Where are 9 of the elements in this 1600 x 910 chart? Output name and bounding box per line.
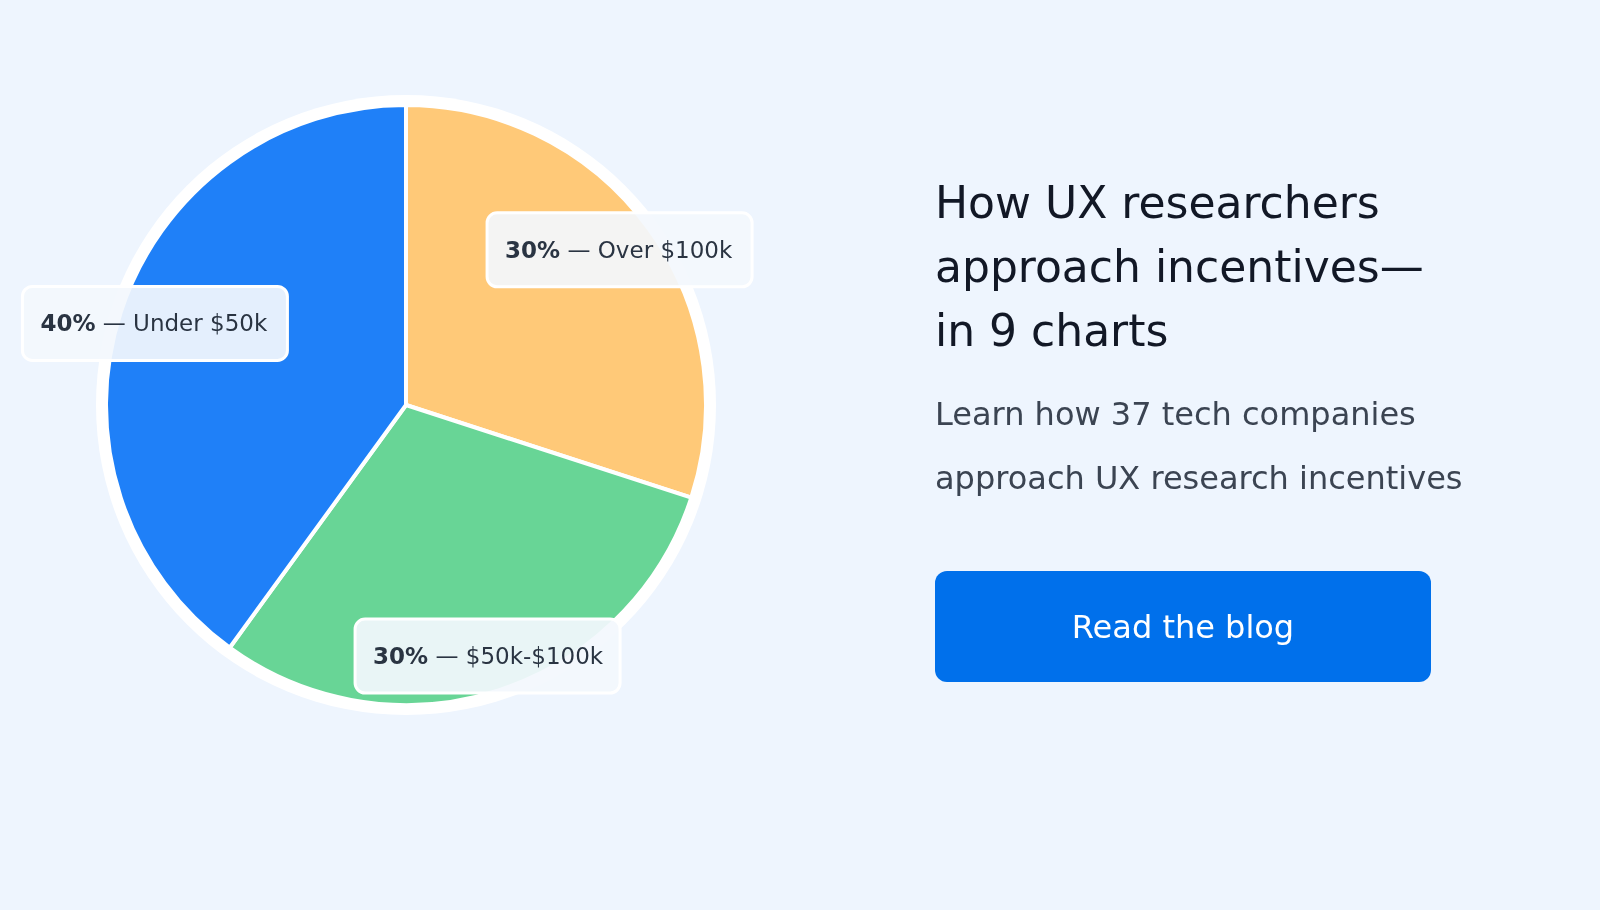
slice-label: — $50k-$100k — [428, 643, 604, 670]
text: Learn how 37 tech companies approach UX research incentives — [935, 395, 1463, 497]
data-label: 40% — [40, 310, 96, 337]
slice-label: — Under $50k — [95, 310, 268, 337]
data-label: 30% — [505, 236, 561, 263]
data-label: 30% — [373, 643, 429, 670]
text: How UX researchers approach incentives—in 9 charts — [935, 177, 1424, 356]
slice-label: — Over $100k — [560, 236, 733, 263]
blog-button: Read the blog — [935, 571, 1431, 682]
